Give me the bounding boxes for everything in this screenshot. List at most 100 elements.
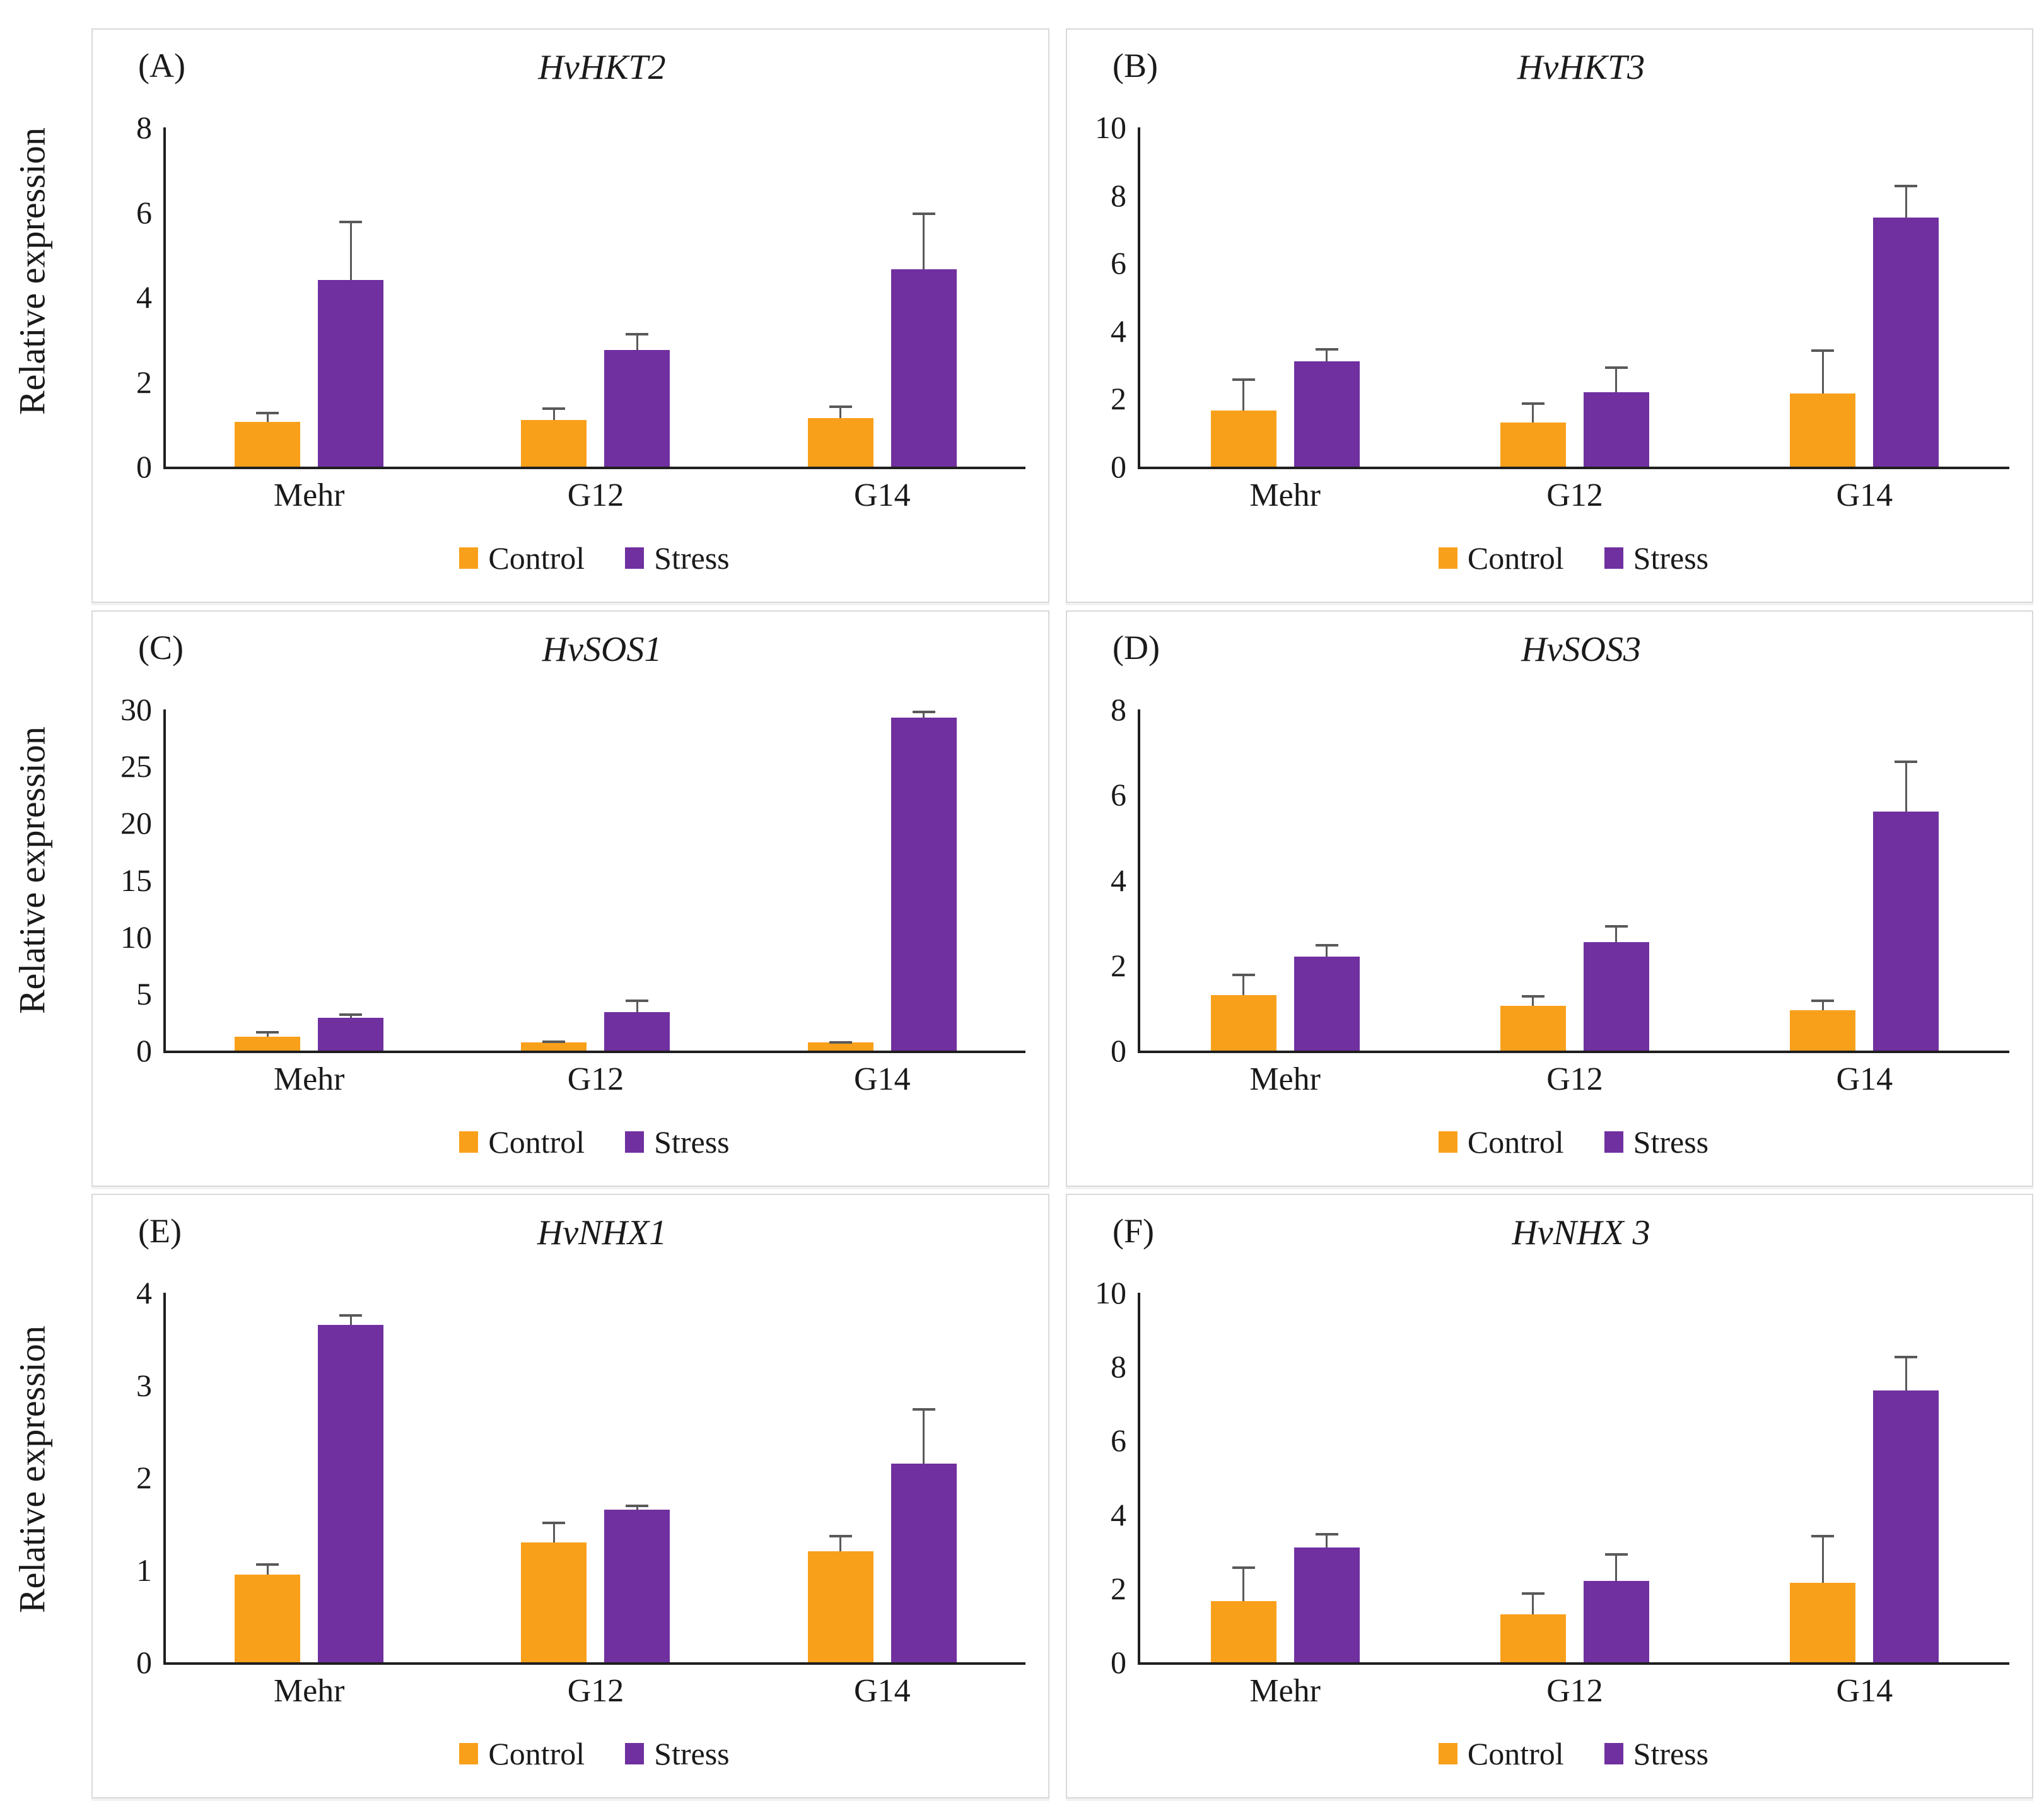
category-label: Mehr (1249, 1061, 1321, 1097)
stress-bar (891, 269, 957, 467)
control-bar (521, 1042, 587, 1051)
error-bar-cap (1604, 366, 1628, 370)
control-bar (1500, 423, 1566, 467)
control-bar (521, 420, 587, 467)
error-bar (1315, 1532, 1338, 1548)
legend: Control Stress (1138, 540, 2009, 576)
legend-label-control: Control (488, 540, 585, 576)
panel-title: HvNHX 3 (1512, 1213, 1650, 1252)
y-tick-label: 8 (1111, 692, 1126, 727)
stress-swatch-icon (625, 547, 645, 569)
error-bar (542, 1522, 566, 1542)
bar-stress-g12 (604, 1293, 670, 1662)
y-axis-label-row1: Relative expression (11, 127, 53, 415)
error-bar (542, 1040, 566, 1043)
control-swatch-icon (459, 1743, 479, 1764)
legend-label-stress: Stress (654, 1736, 730, 1771)
plot-area: 0 1 2 3 4 Mehr G12 G14 (136, 1277, 1025, 1709)
error-bar-line (1615, 1553, 1618, 1582)
panel-d: (D) HvSOS3 0 2 4 6 8 Mehr G12 G14 Control Stres… (1066, 610, 2033, 1187)
y-tick-label: 30 (120, 692, 152, 727)
error-bar-cap (1315, 347, 1338, 351)
category-label: G12 (567, 1673, 624, 1709)
error-bar-line (1532, 402, 1534, 423)
legend-item-stress: Stress (625, 1124, 730, 1160)
bar-control-g14 (1790, 709, 1856, 1051)
error-bar-cap (1232, 1566, 1255, 1569)
legend-item-stress: Stress (1604, 1735, 1708, 1772)
category-label: Mehr (273, 1673, 345, 1709)
error-bar (1521, 995, 1545, 1006)
bar-control-g14 (807, 1293, 873, 1662)
stress-bar (1294, 361, 1360, 467)
control-bar (1500, 1614, 1566, 1662)
plot-area: 0 2 4 6 8 Mehr G12 G14 (136, 112, 1025, 513)
error-bar-line (266, 1031, 269, 1037)
error-bar (339, 220, 363, 281)
y-tick-label: 4 (136, 279, 152, 315)
error-bar-line (1242, 1566, 1245, 1602)
error-bar-line (1242, 974, 1245, 996)
panel-letter: (A) (138, 47, 185, 85)
panel-c: (C) HvSOS1 0 5 10 15 20 25 30 Mehr G12 G14 Contro… (91, 610, 1049, 1187)
bar-stress-mehr (1294, 1293, 1360, 1662)
error-bar-line (923, 212, 925, 270)
y-tick-label: 0 (136, 449, 152, 484)
category-label: G12 (1546, 1673, 1603, 1709)
error-bar-line (923, 1408, 925, 1464)
stress-bar (604, 1011, 670, 1051)
error-bar-line (636, 333, 638, 351)
bar-stress-g14 (1873, 1293, 1939, 1662)
y-tick-label: 6 (1111, 777, 1126, 813)
legend-label-stress: Stress (654, 540, 730, 576)
panel-letter: (F) (1113, 1212, 1154, 1250)
stress-bar (891, 717, 957, 1051)
error-bar (1232, 378, 1255, 411)
error-bar-line (636, 999, 638, 1012)
legend-label-control: Control (1467, 1124, 1564, 1160)
error-bar-cap (1895, 185, 1918, 188)
error-bar-line (266, 411, 269, 423)
y-axis-label-row3: Relative expression (11, 1326, 53, 1613)
y-tick-label: 0 (1111, 449, 1126, 484)
stress-bar (604, 350, 670, 467)
error-bar-line (266, 1563, 269, 1575)
legend-item-control: Control (1438, 1124, 1564, 1160)
category-label: G14 (1836, 1673, 1893, 1709)
y-tick-label: 4 (1111, 1496, 1126, 1532)
error-bar (339, 1314, 363, 1326)
legend-label-control: Control (488, 1736, 585, 1771)
category-label: G12 (567, 1061, 624, 1097)
category-label: G14 (1836, 477, 1893, 513)
bar-stress-g12 (1583, 709, 1649, 1051)
bar-control-mehr (1210, 709, 1276, 1051)
control-swatch-icon (1438, 547, 1457, 569)
legend: Control Stress (163, 1124, 1025, 1160)
bar-stress-g12 (604, 127, 670, 467)
error-bar-cap (339, 1013, 363, 1017)
error-bar (626, 1504, 649, 1510)
y-tick-label: 8 (136, 110, 152, 145)
legend-item-stress: Stress (625, 540, 730, 576)
y-tick-label: 0 (136, 1033, 152, 1068)
bar-stress-g12 (604, 709, 670, 1051)
stress-bar (1294, 957, 1360, 1051)
category-label: G12 (1546, 1061, 1603, 1097)
error-bar (912, 212, 935, 270)
control-bar (807, 1042, 873, 1051)
error-bar-cap (829, 1040, 852, 1044)
stress-bar (1583, 1581, 1649, 1662)
stress-bar (318, 1017, 384, 1051)
category-label: G14 (1836, 1061, 1893, 1097)
error-bar-cap (1232, 378, 1255, 382)
error-bar-line (1326, 347, 1328, 362)
error-bar-line (552, 1522, 555, 1542)
error-bar (829, 405, 852, 418)
error-bar-cap (542, 1522, 566, 1525)
stress-bar (1873, 217, 1939, 467)
error-bar-cap (912, 1408, 935, 1411)
error-bar-cap (626, 333, 649, 336)
error-bar (1315, 943, 1338, 957)
stress-swatch-icon (1604, 1743, 1623, 1764)
error-bar-cap (829, 1534, 852, 1537)
